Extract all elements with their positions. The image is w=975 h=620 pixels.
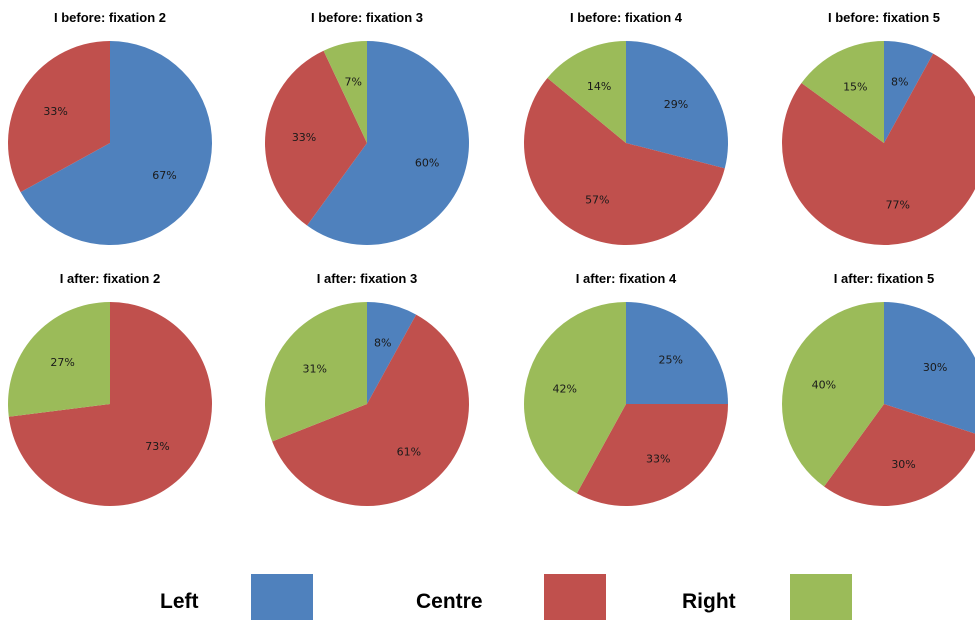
- pie-chart-6: I after: fixation 3 8% 61% 31%: [265, 271, 470, 507]
- slice-label-left: 8%: [891, 76, 908, 89]
- slice-label-right: 14%: [587, 80, 611, 93]
- slice-label-centre: 33%: [292, 131, 316, 144]
- pie-chart-8: I after: fixation 5 30% 30% 40%: [781, 271, 975, 506]
- pie-slice-centre: [272, 314, 470, 507]
- slice-label-centre: 73%: [145, 440, 169, 453]
- slice-label-right: 42%: [553, 382, 577, 395]
- slice-label-left: 30%: [923, 361, 947, 374]
- pie-title: I before: fixation 2: [54, 10, 166, 25]
- legend-label-left: Left: [160, 590, 199, 613]
- legend-label-right: Right: [682, 590, 736, 613]
- slice-label-left: 60%: [415, 157, 439, 170]
- pie-title: I after: fixation 4: [576, 271, 677, 286]
- pie-slice-right: [323, 41, 367, 143]
- slice-label-right: 40%: [812, 378, 836, 391]
- legend-swatch-left: [251, 574, 313, 620]
- pie-chart-1: I before: fixation 2 67% 33%: [8, 10, 213, 245]
- slice-label-centre: 57%: [585, 193, 609, 206]
- pie-slice-right: [7, 302, 110, 417]
- pie-slice-left: [307, 41, 470, 245]
- pie-slice-centre: [782, 53, 975, 245]
- pie-slice-centre: [576, 404, 728, 506]
- pie-slice-centre: [8, 302, 213, 507]
- slice-label-right: 27%: [50, 356, 74, 369]
- pie-title: I after: fixation 5: [834, 271, 934, 286]
- legend-swatch-right: [790, 574, 852, 620]
- pie-slice-right: [547, 41, 626, 143]
- pie-slice-right: [781, 302, 884, 487]
- pie-slice-left: [367, 302, 417, 404]
- pie-title: I after: fixation 3: [317, 271, 417, 286]
- slice-label-centre: 77%: [886, 199, 910, 212]
- slice-label-centre: 33%: [43, 105, 67, 118]
- pie-title: I after: fixation 2: [60, 271, 160, 286]
- pie-slice-centre: [8, 41, 111, 193]
- pie-chart-2: I before: fixation 3 60% 33% 7%: [265, 10, 470, 245]
- pie-title: I before: fixation 4: [570, 10, 683, 25]
- pie-slice-left: [884, 302, 975, 434]
- legend-swatch-centre: [544, 574, 606, 620]
- pie-slice-left: [884, 41, 934, 143]
- pie-chart-4: I before: fixation 5 8% 77% 15%: [782, 10, 975, 245]
- legend: Left Centre Right: [0, 572, 975, 620]
- slice-label-right: 31%: [302, 362, 326, 375]
- pie-slice-left: [626, 41, 728, 169]
- slice-label-centre: 61%: [397, 445, 421, 458]
- pie-slice-centre: [824, 404, 975, 506]
- pie-slice-left: [626, 302, 728, 404]
- slice-label-centre: 33%: [646, 452, 670, 465]
- pie-slice-right: [524, 302, 626, 494]
- slice-label-left: 25%: [658, 353, 682, 366]
- pie-grid: I before: fixation 267%33%I before: fixa…: [7, 10, 975, 507]
- pie-title: I before: fixation 3: [311, 10, 423, 25]
- pie-chart-3: I before: fixation 4 29% 57% 14%: [524, 10, 728, 245]
- slice-label-centre: 30%: [891, 458, 915, 471]
- pie-chart-7: I after: fixation 4 25% 33% 42%: [524, 271, 728, 506]
- pie-slice-right: [265, 302, 367, 442]
- slice-label-right: 15%: [843, 81, 867, 94]
- slice-label-left: 29%: [664, 98, 688, 111]
- slice-label-left: 8%: [374, 337, 391, 350]
- pie-slice-centre: [524, 77, 725, 245]
- slice-label-left: 67%: [152, 169, 176, 182]
- pie-slice-left: [20, 41, 213, 245]
- legend-label-centre: Centre: [416, 590, 483, 613]
- slice-label-right: 7%: [344, 75, 361, 88]
- pie-slice-right: [801, 41, 884, 143]
- pie-title: I before: fixation 5: [828, 10, 940, 25]
- pie-slice-centre: [265, 50, 367, 226]
- pie-chart-5: I after: fixation 2 73% 27%: [7, 271, 213, 507]
